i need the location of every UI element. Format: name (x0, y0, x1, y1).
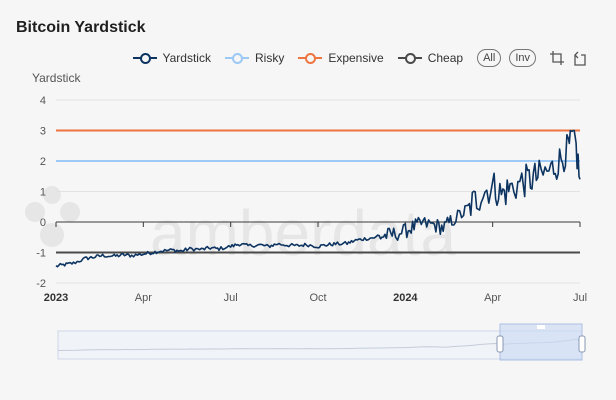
legend-label-cheap: Cheap (427, 51, 464, 65)
x-tick-label: Apr (484, 292, 501, 304)
y-tick-label: -1 (36, 248, 46, 260)
series-layer (55, 129, 581, 268)
y-tick-label: 4 (40, 95, 46, 107)
legend-item-risky[interactable]: Risky (224, 51, 285, 65)
legend-item-expensive[interactable]: Expensive (298, 51, 384, 65)
navigator-handle-right[interactable] (578, 335, 586, 353)
y-axis-label: Yardstick (32, 71, 81, 85)
legend-item-yardstick[interactable]: Yardstick (132, 51, 211, 65)
threshold-lines (56, 129, 580, 254)
legend-item-cheap[interactable]: Cheap (397, 51, 464, 65)
invert-selection-button[interactable]: Inv (509, 49, 536, 67)
range-navigator[interactable] (57, 323, 586, 361)
watermark-text: amberdata (150, 197, 456, 269)
x-tick-label: Oct (309, 292, 326, 304)
legend-swatch-risky (224, 52, 249, 64)
x-tick-label: Jul (224, 292, 238, 304)
y-tick-label: 3 (40, 126, 46, 138)
y-axis-ticks: 4 3 2 1 0 -1 -2 (36, 95, 46, 290)
y-tick-label: 2 (40, 156, 46, 168)
legend-swatch-cheap (397, 52, 422, 64)
legend-swatch-expensive (298, 52, 323, 64)
zoom-reset-icon[interactable] (570, 49, 588, 67)
legend-label-expensive: Expensive (328, 51, 384, 65)
x-tick-label: Apr (135, 292, 152, 304)
legend: Yardstick Risky Expensive Cheap All Inv (132, 49, 588, 67)
x-tick-label: Jul (573, 292, 587, 304)
x-axis-ticks: 2023 Apr Jul Oct 2024 Apr Jul (44, 222, 587, 304)
y-tick-label: 1 (40, 187, 46, 199)
zoom-select-icon[interactable] (548, 49, 566, 67)
select-all-button[interactable]: All (477, 49, 502, 67)
y-tick-label: 0 (40, 217, 46, 229)
legend-swatch-yardstick (132, 52, 157, 64)
watermark-logo: amberdata (25, 186, 456, 269)
chart-title: Bitcoin Yardstick (16, 19, 146, 36)
x-tick-label: 2023 (44, 292, 68, 304)
legend-label-risky: Risky (254, 51, 285, 65)
navigator-selection[interactable] (499, 323, 583, 361)
y-tick-label: -2 (36, 278, 46, 290)
x-tick-label: 2024 (393, 292, 418, 304)
navigator-handle-left[interactable] (496, 335, 504, 353)
navigator-grip[interactable] (537, 325, 545, 329)
legend-label-yardstick: Yardstick (162, 51, 211, 65)
series-line-yardstick (55, 129, 581, 268)
